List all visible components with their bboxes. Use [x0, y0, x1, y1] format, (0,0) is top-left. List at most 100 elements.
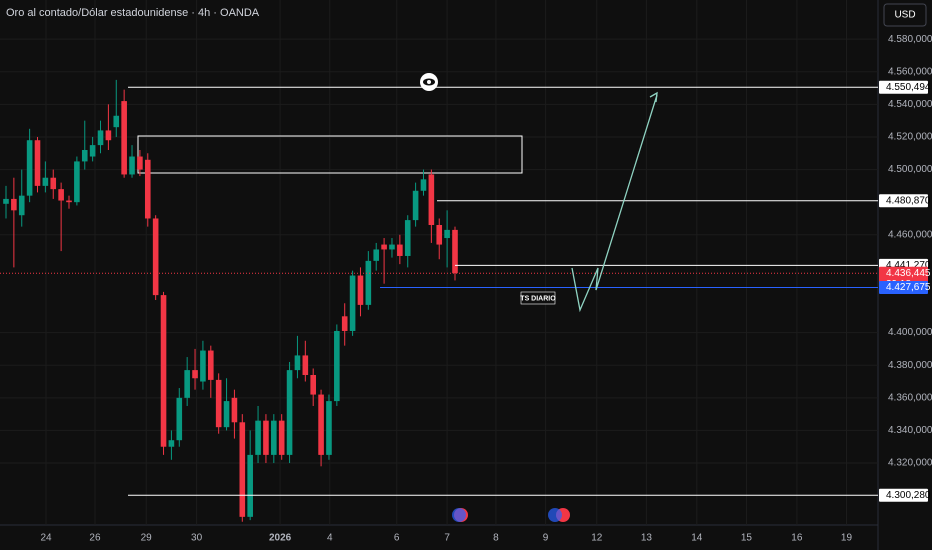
candle-body	[74, 161, 80, 203]
candle-body	[81, 150, 88, 162]
candle-body	[137, 156, 143, 170]
level-label-box	[879, 194, 928, 208]
candle-body	[97, 130, 104, 146]
annotation-box	[520, 291, 556, 305]
level-label: 4.550,494	[886, 82, 931, 93]
y-tick-label: 4.380,000	[888, 360, 932, 371]
candle-body	[389, 244, 395, 250]
x-tick-label: 30	[191, 533, 203, 544]
zone	[137, 135, 523, 174]
candle-body	[207, 350, 214, 380]
level-label: 4.300,280	[886, 490, 931, 501]
event-icon[interactable]	[548, 508, 570, 522]
candle-body	[58, 189, 64, 201]
x-tick-label: 16	[791, 533, 803, 544]
y-tick-label: 4.580,000	[888, 34, 932, 45]
y-tick-label: 4.500,000	[888, 164, 932, 175]
candle-body	[420, 179, 427, 191]
candle-body	[42, 177, 49, 186]
candle-body	[247, 454, 253, 517]
y-tick-label: 4.360,000	[888, 392, 932, 403]
price-axis: 4.320,000 4.340,000 4.360,000 4.380,000 4.40…	[879, 34, 932, 502]
candle-body	[105, 130, 112, 141]
candle-body	[239, 422, 246, 517]
candle-body	[334, 330, 340, 402]
candle-body	[397, 244, 403, 256]
level-label: 4.480,870	[886, 195, 931, 206]
candle-body	[349, 275, 356, 331]
x-tick-label: 14	[691, 533, 703, 544]
plot	[0, 79, 878, 522]
x-tick-label: 12	[591, 533, 603, 544]
candle-body	[318, 394, 324, 455]
x-tick-label: 13	[641, 533, 653, 544]
candle-body	[278, 420, 285, 455]
candle-body	[129, 156, 135, 175]
level-label-box	[879, 280, 928, 294]
candle-body	[271, 420, 277, 455]
candle-body	[341, 316, 348, 331]
x-tick-label: 24	[40, 533, 52, 544]
candle-body	[326, 401, 332, 455]
y-tick-label: 4.460,000	[888, 229, 932, 240]
x-tick-label: 29	[141, 533, 153, 544]
candle-body	[121, 101, 127, 175]
y-tick-label: 4.540,000	[888, 99, 932, 110]
candle-body	[412, 190, 419, 221]
grid	[0, 0, 878, 525]
candle-body	[11, 198, 17, 211]
y-tick-label: 4.560,000	[888, 66, 932, 77]
candle-body	[176, 397, 183, 441]
candle-body	[255, 420, 261, 455]
candle-body	[168, 440, 175, 447]
candle-body	[263, 420, 269, 455]
candle-body	[357, 275, 364, 305]
x-tick-label: 6	[394, 533, 400, 544]
y-tick-label: 4.520,000	[888, 132, 932, 143]
candle-body	[184, 370, 190, 398]
candle-body	[152, 218, 159, 296]
level-label-box	[879, 488, 928, 502]
y-tick-label: 4.320,000	[888, 458, 932, 469]
y-tick-label: 4.340,000	[888, 425, 932, 436]
x-tick-label: 15	[741, 533, 753, 544]
level-label-box	[879, 80, 928, 94]
candle-body	[89, 145, 96, 157]
eye-icon[interactable]	[420, 73, 438, 91]
candle-body	[3, 198, 9, 204]
candle-body	[200, 350, 206, 382]
candle-body	[428, 174, 435, 225]
level-label: 4.436,445	[886, 268, 931, 279]
event-icon[interactable]	[452, 508, 468, 522]
projection	[571, 94, 658, 313]
chart-title: Oro al contado/Dólar estadounidense · 4h…	[6, 7, 260, 19]
x-tick-label: 9	[543, 533, 549, 544]
projection-arrow	[649, 91, 658, 103]
x-tick-label: 26	[89, 533, 101, 544]
candle-body	[66, 200, 72, 203]
currency-button[interactable]	[883, 3, 927, 27]
currency[interactable]: USD	[894, 10, 915, 21]
candle-body	[310, 375, 317, 395]
candle-body	[113, 115, 120, 128]
candle-body	[302, 355, 309, 375]
x-tick-label: 8	[493, 533, 499, 544]
candle-body	[381, 244, 387, 250]
candle-body	[160, 295, 167, 447]
x-tick-label: 2026	[269, 533, 292, 544]
candle-body	[365, 260, 372, 305]
candle-body	[26, 140, 33, 196]
candle-body	[436, 225, 443, 245]
candle-body	[223, 401, 230, 428]
candle-body	[18, 195, 25, 216]
candle-body	[215, 379, 222, 428]
candle-body	[144, 159, 151, 219]
candle-body	[404, 220, 411, 256]
candle-body	[34, 140, 41, 186]
candle-body	[373, 249, 380, 261]
level-label: 4.441,270	[886, 260, 931, 271]
candle-body	[231, 397, 238, 423]
candle-body	[192, 370, 198, 379]
candle-body	[294, 355, 301, 371]
